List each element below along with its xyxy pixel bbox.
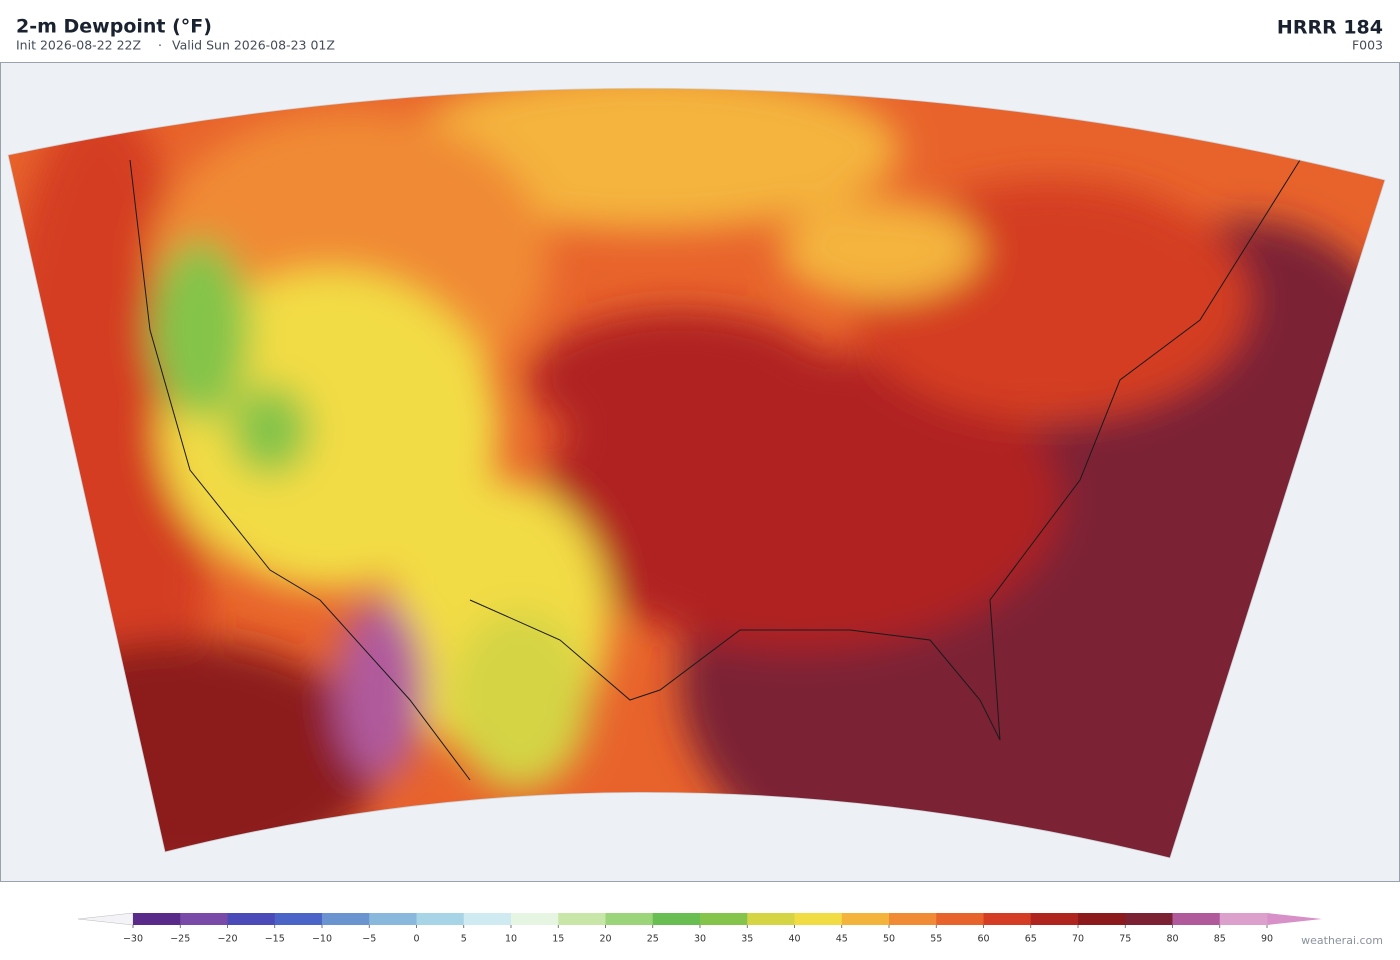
colorbar-bin	[652, 913, 701, 925]
title: 2-m Dewpoint (°F)	[16, 16, 212, 38]
colorbar-tick-label: −10	[312, 934, 332, 945]
colorbar-tick-label: 90	[1261, 934, 1273, 945]
colorbar: −30 −25 −20 −15 −10 −5 0 5 10 15 20 25 30 35 40 45 50 55 6…	[77, 912, 1322, 945]
colorbar-tick-label: 5	[461, 934, 467, 945]
forecast-hour: F003	[1352, 38, 1383, 53]
colorbar-under	[77, 912, 134, 926]
separator: ·	[158, 38, 162, 53]
colorbar-bin	[180, 913, 228, 925]
colorbar-tick-label: 60	[977, 934, 989, 945]
colorbar-tick-label: 20	[599, 934, 611, 945]
colorbar-bin	[700, 913, 748, 925]
colorbar-bin	[794, 913, 843, 925]
colorbar-bin	[416, 913, 465, 925]
colorbar-bin	[558, 913, 606, 925]
colorbar-bin	[322, 913, 370, 925]
colorbar-bin	[274, 913, 323, 925]
colorbar-tick-label: 40	[788, 934, 800, 945]
colorbar-bin	[1030, 913, 1079, 925]
colorbar-tick-label: −25	[170, 934, 190, 945]
colorbar-bin	[1125, 913, 1173, 925]
colorbar-bin	[889, 913, 937, 925]
valid-time: Valid Sun 2026-08-23 01Z	[172, 38, 335, 53]
colorbar-bin	[747, 913, 795, 925]
colorbar-tick-label: −5	[362, 934, 376, 945]
colorbar-tick-label: −20	[217, 934, 237, 945]
colorbar-tick-label: 80	[1166, 934, 1178, 945]
colorbar-bin	[369, 913, 417, 925]
colorbar-tick-label: 15	[552, 934, 564, 945]
colorbar-tick-label: −15	[265, 934, 285, 945]
colorbar-tick-label: 35	[741, 934, 753, 945]
colorbar-bin	[605, 913, 654, 925]
colorbar-tick-label: 55	[930, 934, 942, 945]
colorbar-bin	[1172, 913, 1221, 925]
colorbar-tick-label: 25	[647, 934, 659, 945]
colorbar-tick-label: −30	[123, 934, 143, 945]
colorbar-tick-label: 85	[1214, 934, 1226, 945]
credit: weatherai.com	[1301, 934, 1383, 947]
colorbar-bin	[983, 913, 1032, 925]
colorbar-tick-label: 50	[883, 934, 895, 945]
colorbar-bin	[227, 913, 276, 925]
colorbar-bin	[463, 913, 512, 925]
init-time: Init 2026-08-22 22Z	[16, 38, 141, 53]
colorbar-bin	[1078, 913, 1126, 925]
colorbar-over	[1267, 913, 1322, 925]
colorbar-tick-label: 65	[1025, 934, 1037, 945]
colorbar-bin	[841, 913, 890, 925]
colorbar-tick-label: 75	[1119, 934, 1131, 945]
colorbar-tick-label: 45	[836, 934, 848, 945]
model-label: HRRR 184	[1277, 17, 1383, 39]
colorbar-tick-label: 10	[505, 934, 517, 945]
colorbar-tick-label: 30	[694, 934, 706, 945]
colorbar-bin	[511, 913, 559, 925]
colorbar-bin	[133, 913, 181, 925]
colorbar-bin	[1219, 913, 1268, 925]
colorbar-tick-label: 70	[1072, 934, 1084, 945]
colorbar-tick-label: 0	[413, 934, 419, 945]
colorbar-bin	[936, 913, 984, 925]
